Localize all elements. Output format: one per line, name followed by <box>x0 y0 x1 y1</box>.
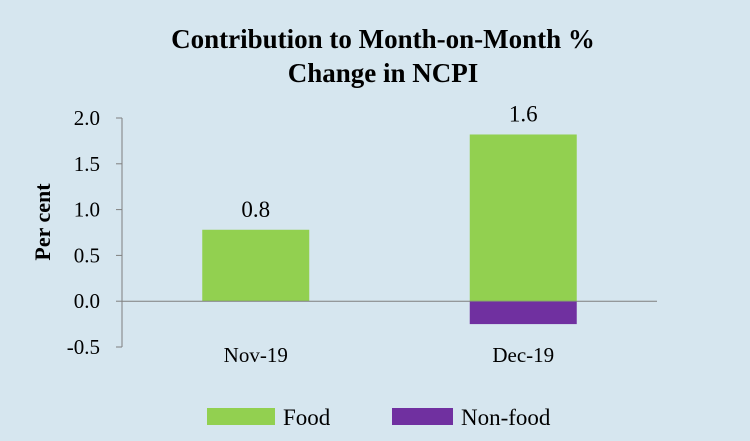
legend-swatch-food <box>207 408 275 425</box>
chart-title-line-1: Contribution to Month-on-Month % <box>171 24 595 54</box>
legend: Food Non-food <box>207 405 551 430</box>
legend-label-food: Food <box>283 405 331 430</box>
bar-food-dec-19 <box>469 134 577 302</box>
x-tick-label: Dec-19 <box>492 343 554 367</box>
y-tick-label: 1.5 <box>74 152 100 176</box>
y-tick-label: 2.0 <box>74 106 100 130</box>
y-tick-label: 0.5 <box>74 243 100 267</box>
y-axis-label: Per cent <box>30 183 55 261</box>
legend-label-non-food: Non-food <box>461 405 551 430</box>
bar-food-nov-19 <box>202 229 310 302</box>
legend-swatch-non-food <box>392 408 453 425</box>
y-tick-label: 1.0 <box>74 198 100 222</box>
x-tick-label: Nov-19 <box>224 343 288 367</box>
plot-area: 2.0 1.5 1.0 0.5 0.0 -0.5 0.8 Nov-19 1.6 Dec-19 <box>67 101 657 367</box>
data-label-nov-19: 0.8 <box>241 197 270 222</box>
chart-title-line-2: Change in NCPI <box>288 58 479 88</box>
y-tick-label: 0.0 <box>74 289 100 313</box>
bar-non-food-dec-19 <box>469 301 577 325</box>
data-label-dec-19: 1.6 <box>509 101 538 126</box>
y-tick-label: -0.5 <box>67 335 100 359</box>
